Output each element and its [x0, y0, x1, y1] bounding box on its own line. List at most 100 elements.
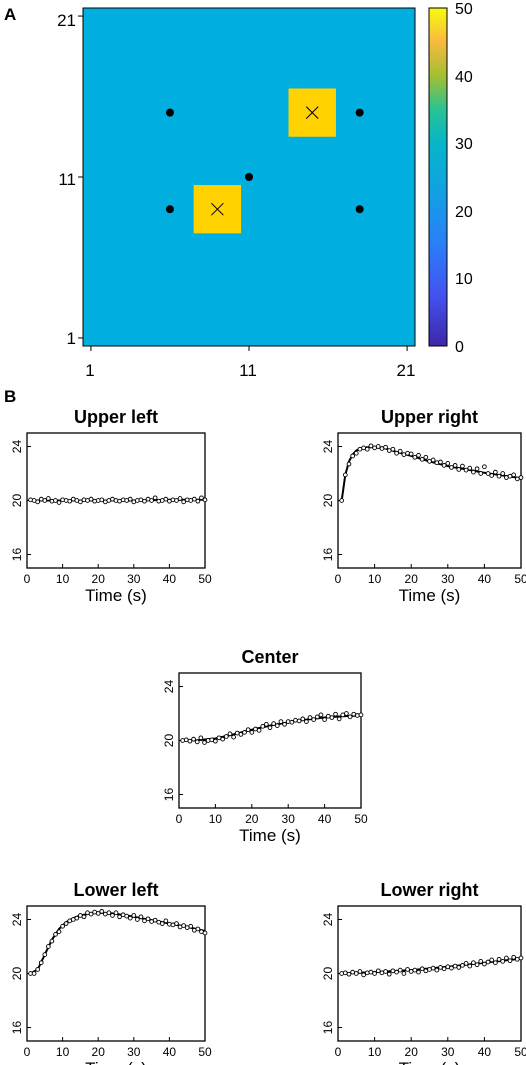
observation-point — [339, 971, 345, 976]
x-axis-label: Time (s) — [239, 826, 301, 845]
chart-title: Lower right — [381, 880, 479, 900]
observation-point — [131, 913, 137, 918]
x-tick-label: 40 — [478, 572, 492, 586]
observation-point — [372, 971, 377, 976]
observation-point — [482, 961, 487, 967]
observation-point — [329, 715, 335, 720]
y-tick-label: 20 — [162, 734, 176, 748]
observation-point — [191, 496, 197, 502]
observation-point — [145, 916, 151, 922]
sensor-dot — [165, 205, 174, 214]
observation-point — [163, 918, 169, 924]
observation-point — [375, 444, 381, 449]
observation-point — [463, 467, 469, 473]
observation-point — [430, 457, 436, 463]
x-tick-label: 50 — [354, 812, 368, 826]
colorbar-tick: 30 — [455, 136, 473, 153]
observation-point — [142, 498, 147, 504]
observation-point — [289, 719, 295, 725]
observation-point — [42, 952, 48, 957]
plot-frame — [26, 905, 206, 1042]
line-chart-upper-left: Upper left 0 10 20 30 40 50 16 20 24 Time (s) — [10, 407, 212, 605]
line-chart-lower-right: Lower right 0 10 20 30 40 50 16 20 24 Time (s) — [321, 880, 526, 1065]
observation-point — [314, 714, 320, 720]
x-tick-label: 0 — [335, 572, 342, 586]
observation-point — [383, 444, 388, 450]
x-axis-label: Time (s) — [399, 1059, 461, 1065]
observation-point — [500, 958, 506, 964]
heatmap-x-tick: 1 — [85, 361, 94, 380]
observation-point — [213, 738, 218, 744]
x-tick-label: 10 — [56, 572, 70, 586]
observation-point — [467, 963, 473, 969]
observation-point — [375, 968, 381, 974]
y-tick-label: 20 — [321, 967, 335, 981]
heatmap-y-tick: 11 — [58, 170, 76, 189]
observation-point — [467, 465, 473, 471]
observation-point — [489, 473, 495, 478]
observation-point — [256, 728, 262, 733]
observation-point — [518, 475, 524, 480]
observation-point — [113, 910, 119, 916]
y-tick-label: 16 — [321, 548, 335, 562]
observation-point — [507, 958, 513, 964]
x-tick-label: 10 — [56, 1045, 70, 1059]
observation-point — [249, 730, 255, 735]
observation-point — [456, 965, 462, 970]
y-tick-label: 16 — [10, 548, 24, 562]
y-tick-label: 24 — [162, 680, 176, 694]
observation-point — [304, 719, 309, 724]
observation-point — [347, 714, 353, 720]
observation-point — [408, 451, 414, 457]
observation-point — [110, 913, 115, 918]
observation-point — [394, 450, 399, 456]
observation-point — [293, 717, 298, 723]
observation-point — [350, 453, 355, 459]
observation-point — [390, 446, 396, 452]
observation-point — [430, 965, 436, 971]
observation-point — [441, 966, 447, 972]
observation-point — [60, 923, 65, 929]
observation-point — [405, 967, 410, 972]
observation-point — [181, 923, 186, 928]
observation-point — [195, 926, 201, 932]
observation-point — [333, 711, 338, 717]
y-tick-label: 20 — [10, 494, 24, 508]
observation-point — [485, 959, 491, 965]
chart-title: Upper left — [74, 407, 158, 427]
y-tick-label: 16 — [321, 1021, 335, 1035]
observation-point — [31, 971, 37, 976]
observation-point — [474, 962, 480, 968]
observation-point — [88, 496, 94, 502]
observation-point — [99, 909, 105, 914]
x-tick-label: 20 — [405, 1045, 419, 1059]
y-tick-label: 16 — [10, 1021, 24, 1035]
observation-point — [53, 498, 58, 503]
observation-point — [344, 711, 349, 716]
observation-point — [117, 914, 122, 920]
observation-point — [460, 963, 465, 968]
x-tick-label: 30 — [282, 812, 296, 826]
observation-point — [452, 463, 458, 468]
observation-point — [416, 969, 421, 975]
observation-point — [311, 717, 317, 722]
x-tick-label: 10 — [368, 1045, 382, 1059]
observation-point — [397, 967, 403, 973]
x-tick-label: 20 — [245, 812, 259, 826]
x-tick-label: 40 — [163, 1045, 177, 1059]
colorbar — [428, 7, 448, 347]
observation-point — [202, 740, 207, 745]
observation-point — [56, 929, 62, 934]
observation-point — [346, 971, 352, 977]
observation-point — [198, 735, 204, 741]
x-tick-label: 30 — [127, 1045, 141, 1059]
heatmap-x-tick: 21 — [397, 361, 416, 380]
x-marker — [211, 202, 224, 216]
observation-point — [423, 454, 429, 460]
x-tick-label: 30 — [441, 1045, 455, 1059]
observation-point — [300, 716, 306, 722]
y-tick-label: 20 — [10, 967, 24, 981]
observation-point — [191, 736, 196, 742]
heatmap-y-tick: 21 — [57, 11, 76, 30]
observation-point — [412, 967, 418, 973]
